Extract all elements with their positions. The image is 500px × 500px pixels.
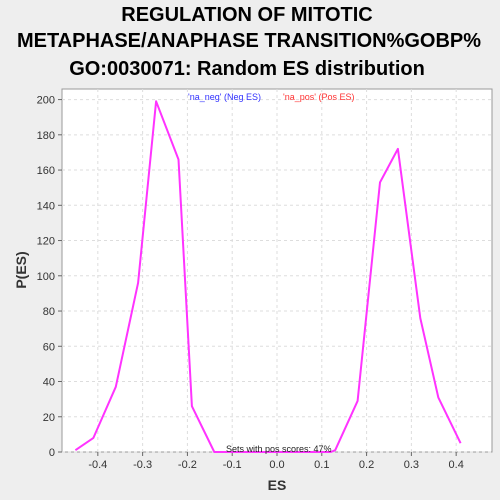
y-tick-label: 40 [43, 377, 55, 389]
y-tick-label: 60 [43, 341, 55, 353]
y-axis-ticks: 0 20 40 60 80 100 120 140 160 180 200 [37, 95, 62, 459]
x-axis-ticks: -0.4 -0.3 -0.2 -0.1 0.0 0.1 0.2 0.3 0.4 [88, 452, 464, 471]
annotation-pos-scores: Sets with pos scores: 47% [226, 444, 332, 454]
chart-title-line-3: GO:0030071: Random ES distribution [69, 58, 425, 80]
data-series [74, 100, 462, 453]
legend-entry-neg: 'na_neg' (Neg ES) [188, 92, 261, 102]
y-axis-label: P(ES) [13, 251, 29, 288]
x-tick-label: 0.1 [314, 459, 329, 471]
x-tick-label: 0.3 [404, 459, 419, 471]
x-tick-label: 0.0 [269, 459, 284, 471]
legend-entry-pos: 'na_pos' (Pos ES) [283, 92, 354, 102]
y-tick-label: 120 [37, 236, 55, 248]
y-tick-label: 140 [37, 200, 55, 212]
grid [62, 89, 492, 453]
y-tick-label: 200 [37, 95, 55, 107]
y-tick-label: 80 [43, 306, 55, 318]
x-tick-label: 0.2 [359, 459, 374, 471]
x-tick-label: -0.4 [88, 459, 107, 471]
y-tick-label: 100 [37, 271, 55, 283]
y-tick-label: 180 [37, 130, 55, 142]
y-tick-label: 160 [37, 165, 55, 177]
y-tick-label: 0 [49, 447, 55, 459]
x-tick-label: -0.1 [223, 459, 242, 471]
chart-title-line-1: REGULATION OF MITOTIC [121, 4, 372, 26]
x-tick-label: -0.2 [178, 459, 197, 471]
x-tick-label: -0.3 [133, 459, 152, 471]
chart-title-line-2: METAPHASE/ANAPHASE TRANSITION%GOBP% [17, 30, 481, 52]
series-line [74, 100, 462, 453]
x-tick-label: 0.4 [449, 459, 464, 471]
x-axis-label: ES [268, 477, 287, 493]
y-tick-label: 20 [43, 412, 55, 424]
